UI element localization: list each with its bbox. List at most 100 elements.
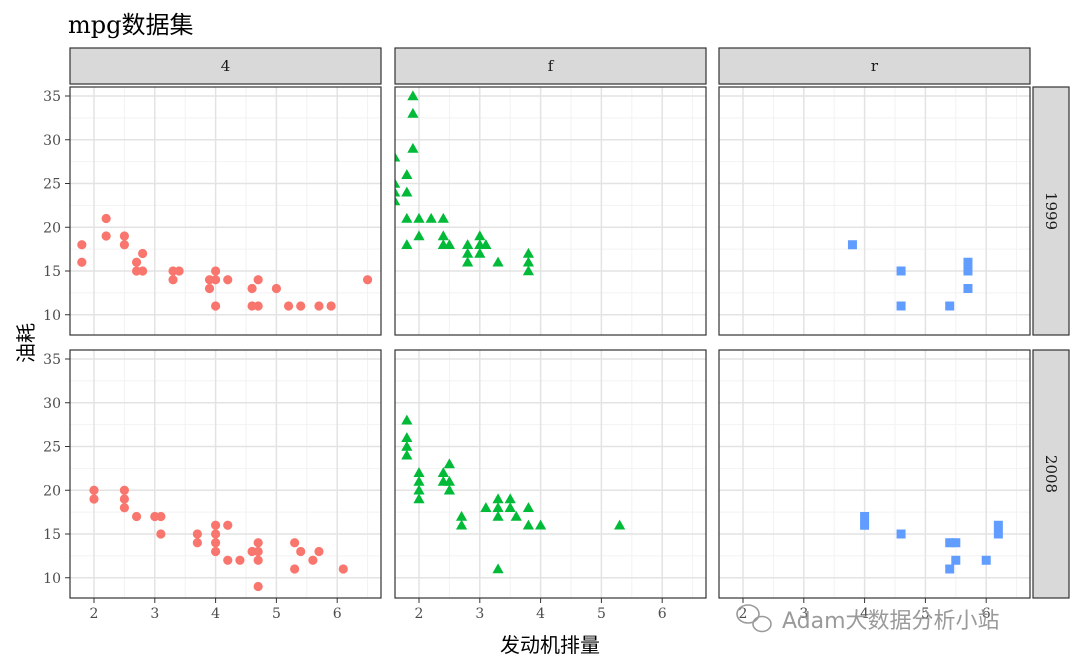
x-tick-label: 6 bbox=[982, 606, 991, 622]
data-point bbox=[860, 512, 870, 521]
x-tick-label: 4 bbox=[211, 606, 220, 622]
x-tick-label: 4 bbox=[536, 606, 545, 622]
panel-background bbox=[719, 87, 1030, 335]
data-point bbox=[443, 484, 455, 495]
data-point bbox=[413, 230, 425, 241]
strip-background bbox=[1032, 349, 1070, 599]
data-point bbox=[437, 467, 449, 477]
y-tick-label: 30 bbox=[43, 396, 61, 412]
x-tick-label: 3 bbox=[475, 606, 484, 622]
x-tick-label: 6 bbox=[658, 606, 667, 622]
data-point bbox=[437, 212, 449, 223]
x-tick-label: 5 bbox=[597, 606, 606, 622]
data-point bbox=[211, 538, 221, 548]
data-point bbox=[492, 493, 504, 504]
data-point bbox=[283, 301, 294, 311]
data-point bbox=[896, 529, 906, 539]
panel-f-2008: 2 3 4 5 6 bbox=[394, 349, 707, 622]
data-point bbox=[945, 301, 955, 311]
data-points bbox=[89, 485, 348, 592]
data-point bbox=[253, 555, 263, 565]
data-point bbox=[474, 247, 486, 258]
data-point bbox=[474, 230, 486, 241]
data-point bbox=[119, 240, 129, 250]
watermark: Adam大数据分析小站 bbox=[736, 604, 1000, 634]
x-tick-label: 2 bbox=[415, 606, 424, 622]
strip-background bbox=[1032, 86, 1070, 336]
data-points bbox=[395, 90, 535, 276]
data-point bbox=[401, 186, 413, 197]
y-axis-title: 油耗 bbox=[14, 323, 38, 363]
data-point bbox=[455, 519, 468, 530]
facet-panels: 10 15 20 25 30 35 2 3 4 5 6 10 15 20 25 30 35 2 3 4 5 6 2 3 4 5 6 4… bbox=[43, 47, 1070, 622]
data-point bbox=[138, 248, 148, 259]
data-point bbox=[401, 414, 413, 425]
data-point bbox=[395, 195, 401, 206]
data-point bbox=[131, 257, 142, 267]
data-point bbox=[504, 493, 516, 504]
data-point bbox=[211, 301, 221, 311]
strip-background bbox=[718, 47, 1031, 85]
panel-r-2008: 2 3 4 5 6 bbox=[718, 349, 1031, 622]
data-point bbox=[522, 265, 535, 276]
panel-border bbox=[718, 86, 1031, 336]
data-point bbox=[119, 485, 129, 495]
x-tick-label: 3 bbox=[150, 606, 159, 622]
data-point bbox=[492, 563, 504, 574]
data-points bbox=[77, 213, 373, 311]
data-point bbox=[480, 239, 492, 249]
x-tick-label: 5 bbox=[921, 606, 930, 622]
data-point bbox=[235, 555, 245, 565]
data-point bbox=[89, 485, 99, 495]
data-point bbox=[101, 231, 111, 241]
y-tick-label: 30 bbox=[43, 133, 61, 149]
data-point bbox=[401, 212, 413, 223]
data-point bbox=[314, 546, 324, 557]
data-point bbox=[847, 240, 857, 250]
data-point bbox=[223, 555, 233, 565]
y-tick-label: 25 bbox=[43, 177, 61, 193]
data-point bbox=[119, 494, 129, 504]
y-tick-label: 25 bbox=[43, 440, 61, 456]
strip-col-4: 4 bbox=[69, 47, 382, 85]
data-point bbox=[395, 178, 401, 188]
data-point bbox=[296, 546, 306, 557]
data-point bbox=[993, 529, 1003, 539]
data-point bbox=[522, 519, 535, 530]
data-point bbox=[131, 511, 142, 522]
data-point bbox=[407, 90, 419, 101]
data-point bbox=[413, 493, 425, 504]
data-point bbox=[860, 520, 870, 530]
data-point bbox=[223, 520, 233, 530]
data-point bbox=[363, 275, 373, 285]
data-point bbox=[462, 239, 474, 249]
data-point bbox=[119, 503, 129, 513]
data-point bbox=[192, 529, 202, 539]
data-point bbox=[271, 283, 281, 294]
chart-title: mpg数据集 bbox=[68, 11, 193, 39]
data-point bbox=[401, 432, 413, 442]
data-points bbox=[847, 240, 973, 311]
data-point bbox=[211, 520, 221, 530]
data-point bbox=[407, 142, 419, 153]
data-point bbox=[401, 440, 413, 451]
data-point bbox=[896, 301, 906, 311]
data-point bbox=[338, 564, 348, 574]
data-point bbox=[535, 519, 547, 530]
data-point bbox=[211, 529, 221, 539]
data-point bbox=[425, 212, 437, 223]
data-point bbox=[993, 520, 1003, 530]
data-point bbox=[156, 529, 166, 539]
gridlines bbox=[719, 87, 1030, 335]
gridlines bbox=[70, 87, 381, 335]
data-point bbox=[492, 502, 504, 512]
gridlines bbox=[719, 350, 1030, 598]
panel-background bbox=[70, 87, 381, 335]
data-point bbox=[413, 467, 425, 477]
x-tick-label: 5 bbox=[272, 606, 281, 622]
data-point bbox=[192, 538, 202, 548]
data-point bbox=[211, 275, 221, 285]
strip-background bbox=[394, 47, 707, 85]
data-point bbox=[951, 555, 961, 565]
